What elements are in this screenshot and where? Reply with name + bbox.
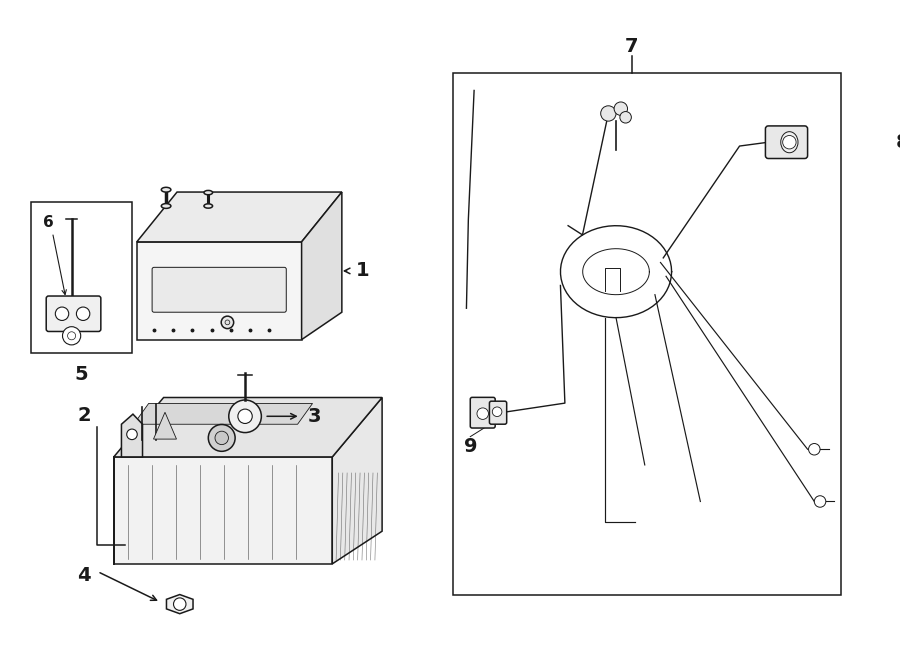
Text: 7: 7 [625, 37, 638, 56]
Text: 3: 3 [307, 406, 320, 426]
Ellipse shape [781, 132, 798, 153]
Circle shape [814, 496, 826, 507]
Text: 5: 5 [75, 365, 88, 383]
Circle shape [62, 326, 81, 345]
Circle shape [55, 307, 68, 320]
Text: 6: 6 [43, 215, 54, 230]
Circle shape [127, 429, 138, 440]
FancyBboxPatch shape [765, 126, 807, 158]
Circle shape [614, 102, 627, 115]
Circle shape [225, 320, 230, 325]
Ellipse shape [161, 204, 171, 209]
Text: 9: 9 [464, 437, 477, 455]
Polygon shape [137, 192, 342, 242]
Circle shape [208, 424, 235, 451]
Polygon shape [113, 397, 382, 457]
Circle shape [174, 598, 186, 610]
Circle shape [808, 444, 820, 455]
Circle shape [600, 106, 616, 121]
Text: 2: 2 [77, 406, 91, 425]
Circle shape [620, 112, 632, 123]
Ellipse shape [204, 191, 212, 195]
Ellipse shape [204, 204, 212, 208]
Polygon shape [113, 457, 332, 564]
Text: 4: 4 [77, 566, 91, 585]
Bar [32, 202, 132, 353]
FancyBboxPatch shape [490, 401, 507, 424]
Polygon shape [154, 412, 176, 439]
Polygon shape [137, 242, 302, 340]
Polygon shape [166, 594, 193, 614]
Polygon shape [302, 192, 342, 340]
Circle shape [215, 431, 229, 445]
Circle shape [477, 408, 489, 420]
Polygon shape [332, 397, 382, 564]
Polygon shape [134, 403, 312, 424]
Circle shape [229, 400, 261, 432]
Bar [453, 73, 842, 596]
Ellipse shape [161, 187, 171, 192]
Text: 8: 8 [896, 132, 900, 152]
Circle shape [76, 307, 90, 320]
Circle shape [68, 332, 76, 340]
Circle shape [238, 409, 252, 424]
Text: 1: 1 [356, 261, 370, 281]
FancyBboxPatch shape [471, 397, 495, 428]
Circle shape [492, 407, 502, 416]
FancyBboxPatch shape [152, 267, 286, 312]
Polygon shape [122, 414, 142, 457]
Circle shape [783, 136, 796, 149]
Circle shape [221, 316, 234, 328]
FancyBboxPatch shape [46, 296, 101, 332]
